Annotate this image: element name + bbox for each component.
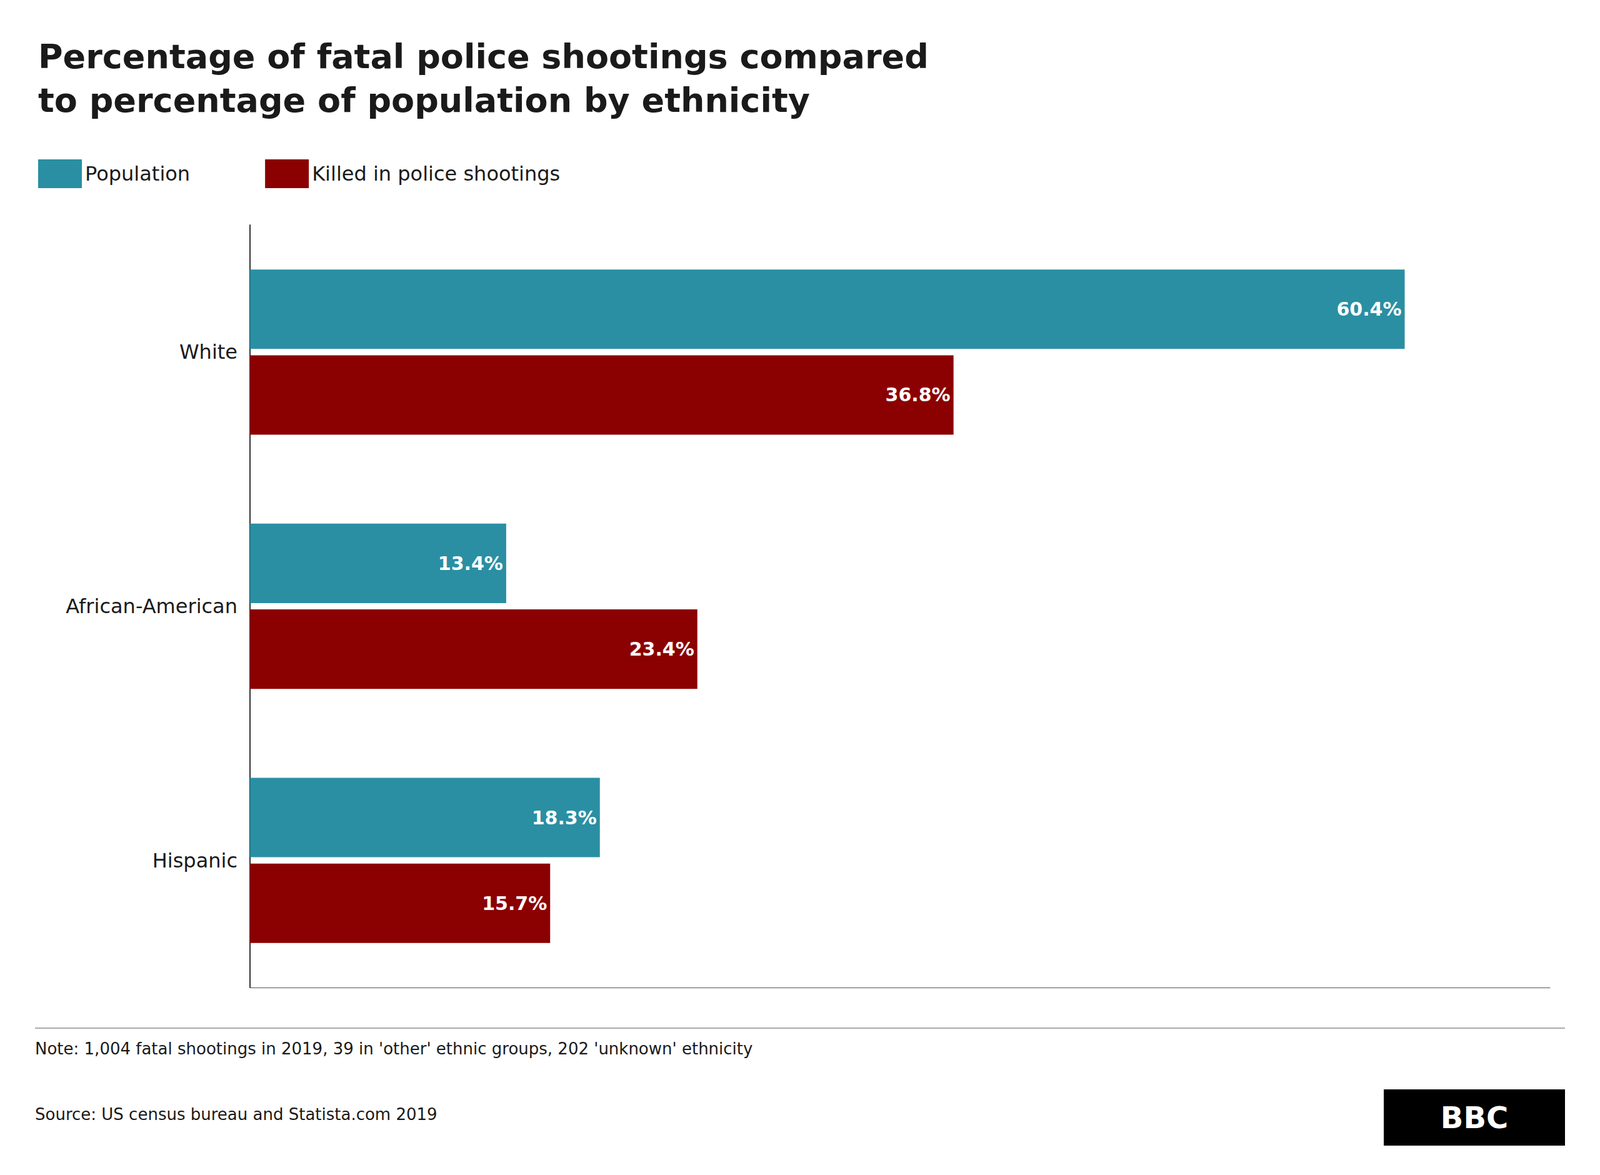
svg-text:Source: US census bureau and S: Source: US census bureau and Statista.co…: [35, 1105, 438, 1124]
svg-text:36.8%: 36.8%: [885, 383, 951, 406]
svg-text:Population: Population: [85, 161, 190, 186]
svg-text:60.4%: 60.4%: [1336, 298, 1402, 320]
svg-text:18.3%: 18.3%: [531, 806, 597, 829]
svg-text:to percentage of population by: to percentage of population by ethnicity: [38, 80, 810, 120]
svg-text:Killed in police shootings: Killed in police shootings: [311, 161, 560, 186]
svg-text:BBC: BBC: [1440, 1100, 1509, 1135]
svg-text:15.7%: 15.7%: [481, 892, 547, 915]
svg-text:White: White: [179, 340, 238, 364]
svg-text:African-American: African-American: [65, 594, 238, 619]
svg-text:Note: 1,004 fatal shootings in: Note: 1,004 fatal shootings in 2019, 39 …: [35, 1039, 753, 1059]
svg-text:Hispanic: Hispanic: [152, 848, 238, 873]
svg-text:Percentage of fatal police sho: Percentage of fatal police shootings com…: [38, 36, 929, 77]
svg-text:13.4%: 13.4%: [438, 552, 504, 575]
svg-text:23.4%: 23.4%: [629, 638, 695, 660]
